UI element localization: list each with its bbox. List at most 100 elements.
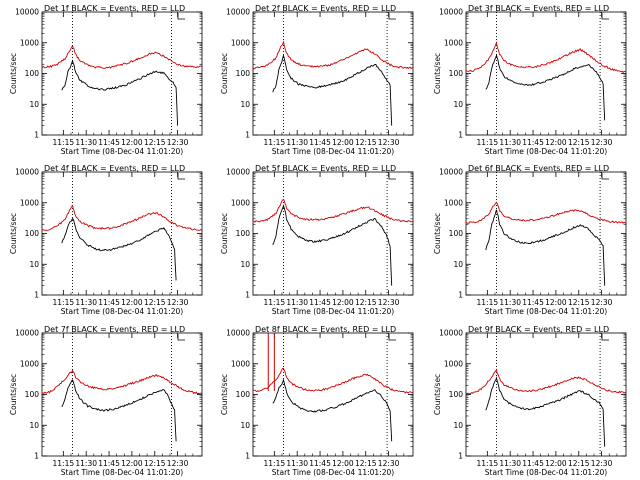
x-tick-label: 12:15 [355,138,377,147]
y-tick-label: 100 [236,229,251,238]
y-tick-label: 10000 [439,8,463,17]
y-tick-label: 10 [453,100,463,109]
series-events [61,217,177,281]
x-tick-label: 11:45 [309,298,331,307]
x-tick-label: 11:30 [499,138,521,147]
x-tick-label: 12:15 [355,459,377,468]
x-tick-label: 11:15 [264,298,286,307]
panel-6: Det 6f BLACK = Events, RED = LLD 1 10 100 10… [433,164,627,316]
x-tick-label: 11:15 [264,138,286,147]
panel-3: Det 3f BLACK = Events, RED = LLD 1 10 100 10… [433,4,627,156]
y-tick-label: 10000 [15,168,39,177]
panel-title: Det 6f BLACK = Events, RED = LLD [468,164,609,173]
y-axis-label: Counts/sec [433,374,442,415]
panel-title: Det 5f BLACK = Events, RED = LLD [255,164,396,173]
y-tick-label: 10000 [226,8,250,17]
panel-title: Det 9f BLACK = Events, RED = LLD [468,325,609,334]
y-axis-label: Counts/sec [220,374,229,415]
x-tick-label: 12:00 [332,459,354,468]
x-tick-label: 11:30 [286,138,308,147]
x-axis-label: Start Time (08-Dec-04 11:01:20) [61,147,183,156]
x-tick-label: 12:00 [545,138,567,147]
series-events [61,379,177,442]
series-lld [41,44,203,69]
y-tick-label: 1000 [20,198,39,207]
x-axis-label: Start Time (08-Dec-04 11:01:20) [485,307,607,316]
y-tick-label: 1 [245,131,250,140]
y-tick-label: 10 [240,260,250,269]
x-axis-label: Start Time (08-Dec-04 11:01:20) [272,147,394,156]
x-tick-label: 12:00 [121,298,143,307]
y-tick-label: 1000 [444,359,463,368]
x-tick-label: 12:30 [591,138,613,147]
y-axis-label: Counts/sec [9,213,18,254]
series-events [485,209,606,286]
x-tick-label: 11:15 [53,298,75,307]
y-axis-label: Counts/sec [9,53,18,94]
panel-2: Det 2f BLACK = Events, RED = LLD 1 10 100 10… [220,4,414,156]
y-tick-label: 1000 [20,359,39,368]
y-tick-label: 100 [449,229,464,238]
panel-4: Det 4f BLACK = Events, RED = LLD 1 10 100 10… [9,164,203,316]
y-tick-label: 10000 [15,329,39,338]
x-tick-label: 11:30 [499,298,521,307]
series-events [272,378,393,442]
x-tick-label: 12:15 [568,138,590,147]
y-tick-label: 10 [453,260,463,269]
x-tick-label: 12:15 [568,459,590,468]
y-tick-label: 10 [240,421,250,430]
x-tick-label: 12:00 [332,138,354,147]
x-tick-label: 12:30 [378,138,400,147]
x-tick-label: 11:45 [98,138,120,147]
y-axis-label: Counts/sec [220,213,229,254]
x-axis-label: Start Time (08-Dec-04 11:01:20) [272,307,394,316]
y-tick-label: 10000 [15,8,39,17]
x-tick-label: 12:15 [355,298,377,307]
series-lld [41,204,203,231]
y-tick-label: 1 [245,452,250,461]
x-axis-label: Start Time (08-Dec-04 11:01:20) [61,468,183,477]
x-axis-label: Start Time (08-Dec-04 11:01:20) [61,307,183,316]
x-tick-label: 12:30 [378,298,400,307]
x-axis-label: Start Time (08-Dec-04 11:01:20) [485,468,607,477]
panel-title: Det 4f BLACK = Events, RED = LLD [44,164,185,173]
y-tick-label: 10 [240,100,250,109]
x-tick-label: 12:15 [568,298,590,307]
x-tick-label: 12:15 [144,298,166,307]
y-tick-label: 1 [458,291,463,300]
series-lld [465,368,627,395]
x-tick-label: 12:30 [167,459,189,468]
series-events [61,59,179,126]
y-tick-label: 1000 [444,38,463,47]
y-tick-label: 10000 [439,329,463,338]
y-tick-label: 1000 [231,359,250,368]
panel-title: Det 7f BLACK = Events, RED = LLD [44,325,185,334]
panel-title: Det 3f BLACK = Events, RED = LLD [468,4,609,13]
panel-5: Det 5f BLACK = Events, RED = LLD 1 10 100 10… [220,164,414,316]
x-tick-label: 12:30 [591,298,613,307]
x-tick-label: 11:45 [309,138,331,147]
x-tick-label: 12:00 [121,138,143,147]
y-tick-label: 10000 [226,329,250,338]
y-tick-label: 1000 [231,38,250,47]
x-axis-label: Start Time (08-Dec-04 11:01:20) [272,468,394,477]
x-tick-label: 11:30 [499,459,521,468]
x-tick-label: 11:45 [98,459,120,468]
y-tick-label: 10 [29,421,39,430]
y-tick-label: 1 [34,131,39,140]
series-lld [252,367,414,394]
y-axis-label: Counts/sec [220,53,229,94]
series-lld [253,198,414,223]
x-tick-label: 12:00 [545,298,567,307]
y-tick-label: 1000 [231,198,250,207]
x-tick-label: 11:30 [286,298,308,307]
y-tick-label: 100 [449,390,464,399]
series-events [485,376,606,447]
y-tick-label: 100 [236,390,251,399]
y-tick-label: 100 [25,69,40,78]
x-tick-label: 11:45 [522,138,544,147]
x-tick-label: 12:15 [144,138,166,147]
y-axis-label: Counts/sec [433,53,442,94]
x-tick-label: 11:15 [53,459,75,468]
